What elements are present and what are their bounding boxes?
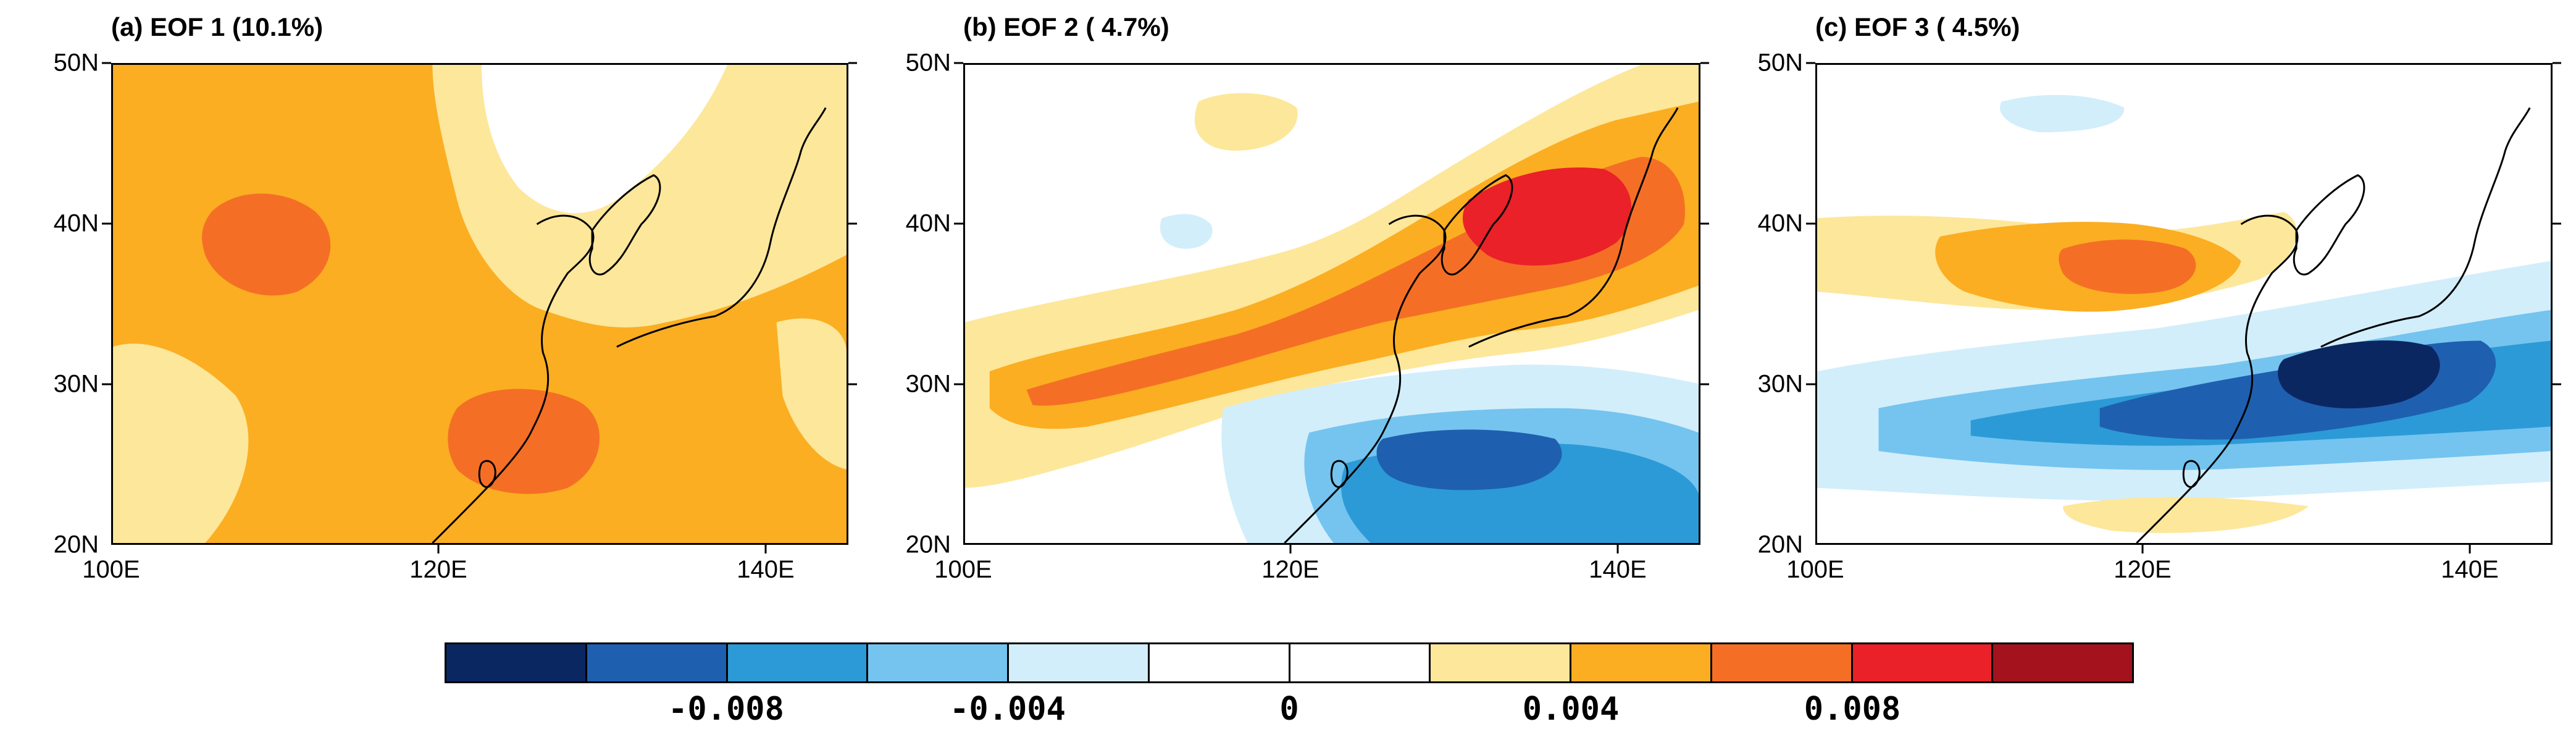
lon-tick bbox=[2141, 545, 2144, 553]
field-max-central-china bbox=[202, 193, 331, 296]
field-lightblue-small bbox=[1160, 214, 1213, 249]
field-white-north bbox=[481, 65, 727, 213]
colorbar-cell bbox=[1290, 644, 1431, 681]
colorbar-label: 0.008 bbox=[1804, 691, 1901, 728]
field-light-yellow-east bbox=[776, 318, 847, 469]
lat-tick bbox=[2553, 383, 2561, 385]
lon-tick bbox=[1616, 545, 1619, 553]
lat-label-50n: 50N bbox=[1757, 49, 1803, 77]
lon-label-140e: 140E bbox=[2441, 556, 2499, 583]
lat-tick bbox=[954, 222, 963, 225]
lat-tick bbox=[1806, 62, 1815, 64]
lon-label-140e: 140E bbox=[1589, 556, 1647, 583]
eof1-panel: (a) EOF 1 (10.1%) 20N 30N 40N 50N 100E 1… bbox=[6, 12, 858, 583]
lon-label-140e: 140E bbox=[737, 556, 795, 583]
lat-tick bbox=[1700, 222, 1709, 225]
lon-label-100e: 100E bbox=[82, 556, 140, 583]
lat-tick bbox=[1806, 383, 1815, 385]
korea-coastline bbox=[1441, 174, 1513, 276]
lon-label-100e: 100E bbox=[1786, 556, 1844, 583]
field-dark-blue-center bbox=[1376, 429, 1562, 490]
colorbar-cell bbox=[1149, 644, 1290, 681]
korea-coastline bbox=[2293, 174, 2365, 276]
field-lightblue-north bbox=[2000, 95, 2125, 133]
lat-label-20n: 20N bbox=[53, 531, 99, 558]
lon-tick bbox=[2469, 545, 2471, 553]
japan-coastline bbox=[1468, 107, 1679, 348]
lat-label-30n: 30N bbox=[1757, 370, 1803, 398]
colorbar-cell bbox=[587, 644, 728, 681]
lon-label-120e: 120E bbox=[409, 556, 467, 583]
colorbar-cell bbox=[868, 644, 1009, 681]
colorbar-label: 0 bbox=[1279, 691, 1299, 728]
colorbar-cell bbox=[727, 644, 869, 681]
colorbar-label: 0.004 bbox=[1522, 691, 1620, 728]
colorbar-cell bbox=[446, 644, 587, 681]
lon-label-100e: 100E bbox=[934, 556, 992, 583]
lat-tick bbox=[1700, 62, 1709, 64]
lon-label-120e: 120E bbox=[1261, 556, 1319, 583]
colorbar-cell bbox=[1009, 644, 1150, 681]
lat-label-30n: 30N bbox=[905, 370, 951, 398]
lon-label-120e: 120E bbox=[2114, 556, 2172, 583]
lat-tick bbox=[954, 383, 963, 385]
lat-tick bbox=[848, 222, 857, 225]
lat-label-50n: 50N bbox=[53, 49, 99, 77]
lat-label-50n: 50N bbox=[905, 49, 951, 77]
taiwan-coastline bbox=[2182, 460, 2201, 488]
field-red-orange-max bbox=[2059, 239, 2196, 294]
map-area bbox=[111, 63, 848, 545]
lon-tick bbox=[437, 545, 440, 553]
colorbar-cell bbox=[1571, 644, 1712, 681]
lat-tick bbox=[954, 62, 963, 64]
map-area bbox=[963, 63, 1700, 545]
eof2-map bbox=[965, 65, 1699, 543]
eof2-panel: (b) EOF 2 ( 4.7%) 20N 30N 40N 50N 100E 1… bbox=[858, 12, 1710, 583]
korea-coastline bbox=[588, 174, 661, 276]
lat-label-20n: 20N bbox=[905, 531, 951, 558]
lat-tick bbox=[1700, 383, 1709, 385]
lon-tick bbox=[1289, 545, 1292, 553]
colorbar-cell bbox=[1993, 644, 2132, 681]
japan-coastline bbox=[616, 107, 827, 348]
field-light-yellow-sw bbox=[113, 343, 249, 543]
lat-tick bbox=[102, 222, 111, 225]
field-yellow-north-blob bbox=[1194, 93, 1298, 151]
lat-label-30n: 30N bbox=[53, 370, 99, 398]
lat-tick bbox=[1806, 222, 1815, 225]
lat-label-20n: 20N bbox=[1757, 531, 1803, 558]
eof3-map bbox=[1817, 65, 2551, 543]
colorbar-label: -0.004 bbox=[950, 691, 1066, 728]
colorbar-cell bbox=[1852, 644, 1994, 681]
lat-label-40n: 40N bbox=[905, 209, 951, 237]
map-area bbox=[1815, 63, 2553, 545]
lat-label-40n: 40N bbox=[1757, 209, 1803, 237]
colorbar-label: -0.008 bbox=[668, 691, 784, 728]
colorbar bbox=[445, 642, 2134, 683]
colorbar-cell bbox=[1431, 644, 1571, 681]
panel-title: (a) EOF 1 (10.1%) bbox=[111, 12, 324, 41]
field-yellow-south bbox=[2062, 497, 2309, 533]
lat-tick bbox=[2553, 62, 2561, 64]
field-max-east-china-sea bbox=[448, 389, 600, 494]
lat-tick bbox=[2553, 222, 2561, 225]
panel-title: (c) EOF 3 ( 4.5%) bbox=[1815, 12, 2020, 41]
taiwan-coastline bbox=[1330, 460, 1349, 488]
colorbar-cell bbox=[1712, 644, 1853, 681]
lat-tick bbox=[848, 62, 857, 64]
eof3-panel: (c) EOF 3 ( 4.5%) 20N 30N 40N 50N 100E 1… bbox=[1710, 12, 2562, 583]
lat-tick bbox=[102, 62, 111, 64]
lon-tick bbox=[764, 545, 767, 553]
lat-label-40n: 40N bbox=[53, 209, 99, 237]
panel-title: (b) EOF 2 ( 4.7%) bbox=[963, 12, 1169, 41]
taiwan-coastline bbox=[478, 460, 496, 488]
lat-tick bbox=[848, 383, 857, 385]
field-red-max-japan bbox=[1462, 167, 1632, 266]
field-navy-center bbox=[2278, 340, 2440, 409]
lat-tick bbox=[102, 383, 111, 385]
eof1-map bbox=[113, 65, 847, 543]
japan-coastline bbox=[2320, 107, 2531, 348]
